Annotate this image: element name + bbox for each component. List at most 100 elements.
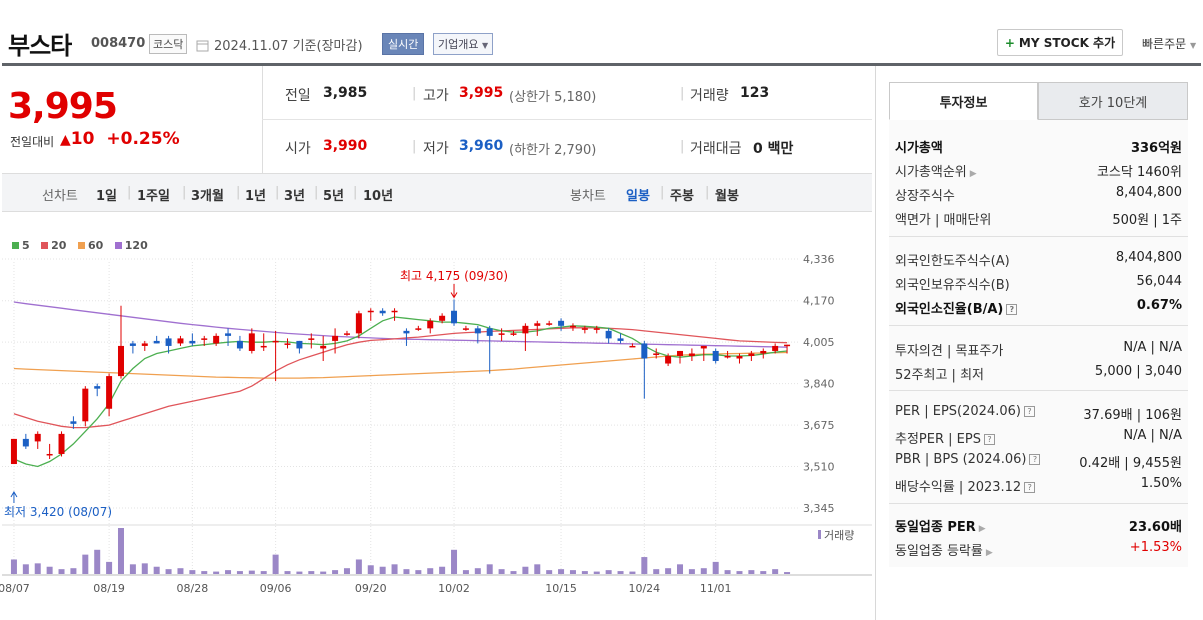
candle [641, 340, 648, 399]
amount-value: 0 백만 [753, 141, 794, 157]
candle-monthly[interactable]: 월봉 [715, 189, 739, 204]
candle [225, 328, 232, 346]
chevron-right-icon: ▶ [969, 169, 977, 179]
period-bar: 선차트 1일 | 1주일 | 3개월 | 1년 | 3년 | 5년 | 10년 … [2, 173, 872, 212]
help-icon[interactable]: ? [1023, 406, 1035, 417]
period-10y[interactable]: 10년 [363, 189, 394, 204]
candle [581, 325, 588, 334]
period-5y[interactable]: 5년 [323, 189, 345, 204]
info-divider [889, 503, 1188, 504]
volume-bar [451, 549, 458, 574]
volume-bar [34, 563, 41, 574]
candle [106, 373, 113, 417]
candle [677, 350, 684, 364]
candle [70, 416, 77, 429]
candle-body [296, 340, 303, 349]
candle [748, 350, 755, 362]
help-icon[interactable]: ? [1029, 454, 1041, 465]
header-divider [2, 63, 1201, 66]
candle-body [677, 350, 684, 356]
quick-order-button[interactable]: 빠른주문 ▼ [1142, 37, 1197, 51]
candle [296, 340, 303, 354]
candle-body [462, 328, 469, 330]
volume-bar [248, 570, 255, 574]
x-tick-label: 09/06 [260, 582, 292, 595]
info-row-industry-change[interactable]: 동일업종 등락률 ▶ +1.53% [895, 540, 1182, 559]
period-1y[interactable]: 1년 [245, 189, 267, 204]
volume-bar [117, 528, 124, 574]
candle [236, 335, 243, 351]
volume-bar [201, 571, 208, 574]
volume-value: 123 [740, 85, 770, 101]
candle-body [546, 323, 553, 325]
volume-bar [141, 563, 148, 574]
volume-bar [355, 559, 362, 574]
candle-body [355, 313, 362, 334]
volume-bar [260, 571, 267, 574]
volume-bar [177, 568, 184, 574]
candle-body [70, 421, 77, 424]
candle-body [760, 350, 767, 354]
volume-bar [688, 569, 695, 574]
y-tick-label: 4,336 [803, 253, 835, 266]
amount-label: 거래대금 [690, 141, 742, 157]
candle [117, 305, 124, 379]
volume-bar [724, 570, 731, 574]
candle [22, 433, 29, 449]
volume-bar [510, 571, 517, 574]
info-row-shares: 상장주식수 8,404,800 [895, 185, 1182, 204]
x-tick-label: 10/02 [438, 582, 470, 595]
help-icon[interactable]: ? [1006, 304, 1018, 315]
high-label: 고가 [423, 88, 449, 104]
candle-weekly[interactable]: 주봉 [670, 189, 694, 204]
candle [189, 333, 196, 346]
candle [724, 350, 731, 359]
realtime-button[interactable]: 실시간 [382, 33, 425, 55]
mystock-add-button[interactable]: + MY STOCK 추가 [997, 29, 1123, 56]
period-3y[interactable]: 3년 [284, 189, 306, 204]
help-icon[interactable]: ? [983, 434, 995, 445]
candle-body [82, 388, 89, 422]
x-tick-label: 09/20 [355, 582, 387, 595]
current-price: 3,995 [8, 86, 118, 127]
help-icon[interactable]: ? [1024, 482, 1036, 493]
x-tick-label: 08/28 [177, 582, 209, 595]
info-row-rank[interactable]: 시가총액순위 ▶ 코스닥 1460위 [895, 165, 1182, 180]
candle [165, 335, 172, 354]
volume-bar [213, 571, 220, 574]
candle-body [665, 355, 672, 364]
candle-body [117, 345, 124, 377]
volume-bar [486, 564, 493, 574]
volume-bar [427, 568, 434, 574]
candle-body [439, 315, 446, 321]
candle [712, 348, 719, 364]
period-3m[interactable]: 3개월 [191, 189, 224, 204]
volume-bar [165, 569, 172, 574]
company-overview-button[interactable]: 기업개요 ▼ [433, 33, 494, 55]
candle-body [10, 438, 17, 465]
tab-investment-info[interactable]: 투자정보 [889, 82, 1038, 120]
y-tick-label: 3,510 [803, 461, 835, 474]
volume-legend-label: 거래량 [824, 529, 854, 542]
low-arrow-icon [10, 491, 18, 498]
volume-bar [367, 565, 374, 574]
tab-order-book[interactable]: 호가 10단계 [1038, 82, 1188, 120]
info-row-industry-per[interactable]: 동일업종 PER ▶ 23.60배 [895, 520, 1182, 535]
candle-body [653, 353, 660, 355]
info-row-foreign-ratio: 외국인소진율(B/A)? 0.67% [895, 298, 1182, 317]
info-row-foreign-hold: 외국인보유주식수(B) 56,044 [895, 274, 1182, 293]
volume-bar [522, 566, 529, 574]
candle-daily[interactable]: 일봉 [626, 189, 650, 204]
ma120-line [13, 301, 788, 348]
period-1w[interactable]: 1주일 [137, 189, 170, 204]
volume-bar [558, 569, 565, 574]
up-triangle-icon: ▲ [60, 132, 71, 148]
right-panel-divider [875, 66, 876, 620]
period-1d[interactable]: 1일 [96, 189, 118, 204]
plus-icon: + [1004, 35, 1015, 50]
pipe: | [680, 139, 685, 154]
candle-body [308, 338, 315, 340]
candle-body [391, 310, 398, 313]
volume-bar [236, 571, 243, 574]
candle [213, 333, 220, 346]
